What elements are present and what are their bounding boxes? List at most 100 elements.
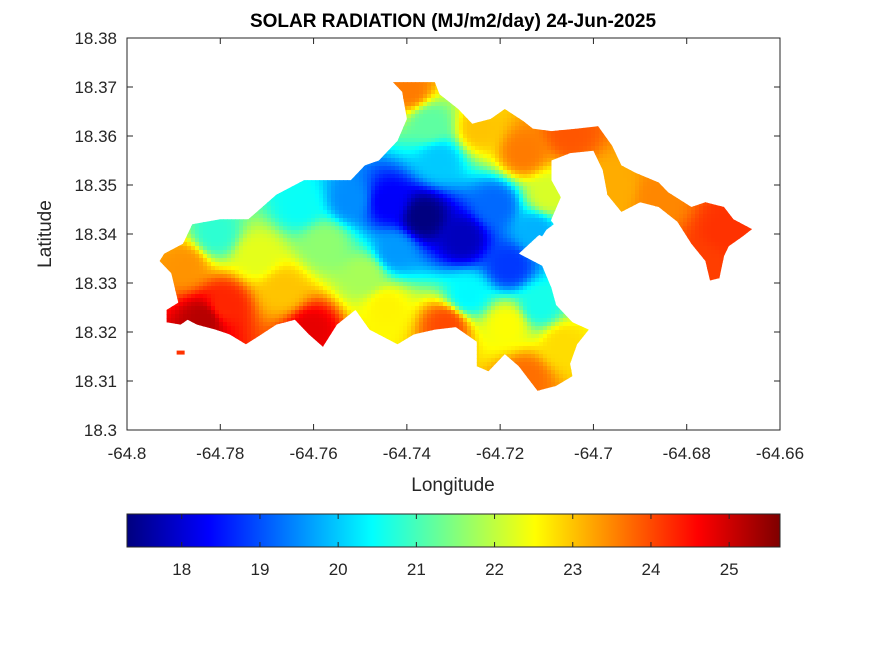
heatmap-cell — [607, 166, 612, 171]
heatmap-cell — [399, 146, 404, 151]
heatmap-cell — [691, 206, 696, 211]
heatmap-cell — [303, 214, 308, 219]
heatmap-cell — [387, 206, 392, 211]
heatmap-cell — [407, 158, 412, 163]
heatmap-cell — [503, 142, 508, 147]
heatmap-cell — [315, 182, 320, 187]
heatmap-cell — [431, 162, 436, 167]
heatmap-cell — [515, 198, 520, 203]
heatmap-cell — [419, 158, 424, 163]
heatmap-cell — [275, 198, 280, 203]
heatmap-cell — [443, 210, 448, 215]
heatmap-cell — [531, 162, 536, 167]
heatmap-cell — [439, 110, 444, 115]
heatmap-cell — [427, 186, 432, 191]
heatmap-cell — [423, 150, 428, 155]
heatmap-cell — [375, 206, 380, 211]
heatmap-cell — [543, 162, 548, 167]
heatmap-cell — [363, 178, 368, 183]
heatmap-cell — [359, 170, 364, 175]
heatmap-cell — [475, 166, 480, 171]
heatmap-cell — [351, 214, 356, 219]
heatmap-cell — [491, 210, 496, 215]
heatmap-cell — [503, 202, 508, 207]
heatmap-cell — [687, 206, 692, 211]
heatmap-cell — [447, 150, 452, 155]
heatmap-cell — [411, 166, 416, 171]
heatmap-cell — [511, 162, 516, 167]
heatmap-cell — [603, 138, 608, 143]
heatmap-cell — [411, 214, 416, 219]
heatmap-cell — [475, 134, 480, 139]
heatmap-cell — [463, 130, 468, 135]
heatmap-cell — [679, 206, 684, 211]
heatmap-cell — [435, 154, 440, 159]
heatmap-cell — [315, 194, 320, 199]
heatmap-cell — [403, 210, 408, 215]
heatmap-cell — [499, 154, 504, 159]
heatmap-cell — [367, 178, 372, 183]
heatmap-cell — [427, 110, 432, 115]
heatmap-cell — [455, 186, 460, 191]
heatmap-cell — [315, 202, 320, 207]
heatmap-cell — [547, 202, 552, 207]
heatmap-cell — [595, 142, 600, 147]
heatmap-cell — [523, 146, 528, 151]
heatmap-cell — [331, 182, 336, 187]
heatmap-cell — [675, 202, 680, 207]
heatmap-cell — [555, 142, 560, 147]
heatmap-cell — [411, 210, 416, 215]
heatmap-cell — [527, 150, 532, 155]
heatmap-cell — [531, 194, 536, 199]
heatmap-cell — [519, 166, 524, 171]
heatmap-cell — [419, 86, 424, 91]
heatmap-cell — [675, 206, 680, 211]
heatmap-cell — [719, 210, 724, 215]
heatmap-cell — [539, 194, 544, 199]
heatmap-cell — [507, 194, 512, 199]
heatmap-cell — [351, 210, 356, 215]
heatmap-cell — [315, 186, 320, 191]
heatmap-cell — [471, 182, 476, 187]
heatmap-cell — [655, 190, 660, 195]
heatmap-cell — [435, 134, 440, 139]
heatmap-cell — [627, 202, 632, 207]
heatmap-cell — [479, 150, 484, 155]
heatmap-cell — [335, 178, 340, 183]
heatmap-cell — [475, 158, 480, 163]
heatmap-cell — [611, 174, 616, 179]
heatmap-cell — [711, 210, 716, 215]
heatmap-cell — [399, 170, 404, 175]
heatmap-cell — [379, 202, 384, 207]
heatmap-cell — [499, 166, 504, 171]
heatmap-cell — [403, 94, 408, 99]
heatmap-cell — [459, 214, 464, 219]
heatmap-cell — [543, 182, 548, 187]
heatmap-cell — [367, 174, 372, 179]
heatmap-cell — [279, 198, 284, 203]
heatmap-cell — [571, 150, 576, 155]
heatmap-cell — [391, 206, 396, 211]
heatmap-cell — [547, 150, 552, 155]
heatmap-cell — [423, 170, 428, 175]
heatmap-cell — [595, 146, 600, 151]
heatmap-cell — [479, 210, 484, 215]
heatmap-cell — [619, 174, 624, 179]
heatmap-cell — [543, 142, 548, 147]
heatmap-cell — [375, 178, 380, 183]
heatmap-cell — [455, 194, 460, 199]
heatmap-cell — [439, 206, 444, 211]
heatmap-cell — [327, 198, 332, 203]
heatmap-cell — [515, 166, 520, 171]
heatmap-cell — [527, 138, 532, 143]
heatmap-cell — [371, 198, 376, 203]
heatmap-cell — [407, 138, 412, 143]
heatmap-cell — [427, 150, 432, 155]
heatmap-cell — [271, 210, 276, 215]
heatmap-cell — [451, 206, 456, 211]
heatmap-cell — [475, 190, 480, 195]
heatmap-cell — [507, 130, 512, 135]
heatmap-cell — [455, 122, 460, 127]
heatmap-cell — [415, 106, 420, 111]
